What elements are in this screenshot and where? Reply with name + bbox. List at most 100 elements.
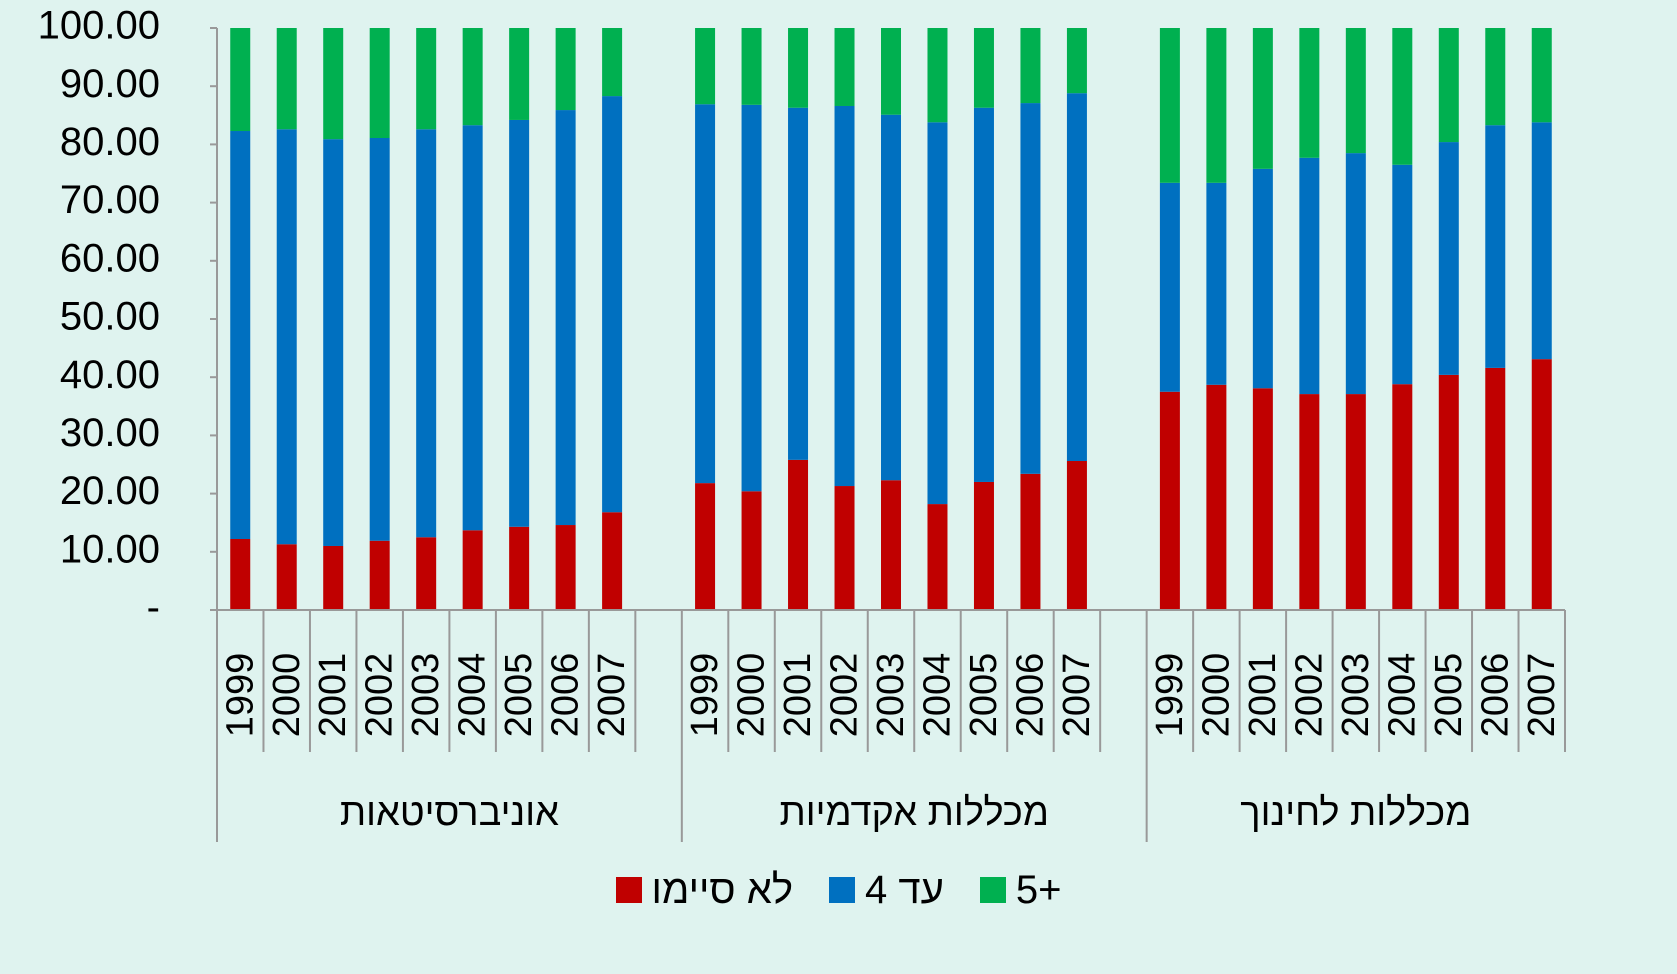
bar-segment bbox=[1206, 182, 1227, 385]
x-tick-label: 2007 bbox=[1521, 653, 1563, 738]
bar-segment bbox=[881, 114, 901, 481]
bar-segment bbox=[927, 504, 948, 610]
bar-segment bbox=[973, 107, 994, 482]
bar-segment bbox=[1299, 28, 1320, 158]
x-tick-label: 2003 bbox=[1335, 653, 1377, 738]
bar-segment bbox=[462, 28, 483, 126]
bar-segment bbox=[323, 139, 344, 546]
bar-segment bbox=[416, 28, 437, 130]
x-tick-label: 2002 bbox=[1288, 653, 1330, 738]
bar-segment bbox=[1531, 28, 1552, 123]
x-tick-label: 1999 bbox=[219, 653, 261, 738]
x-tick-label: 2003 bbox=[870, 653, 912, 738]
x-tick-label: 2001 bbox=[1242, 653, 1284, 738]
x-tick-label: 2006 bbox=[1474, 653, 1516, 738]
bar-segment bbox=[555, 110, 576, 526]
legend-item: עד 4 bbox=[829, 868, 944, 913]
x-tick-label: 2005 bbox=[498, 653, 540, 738]
bar-segment bbox=[1159, 28, 1180, 183]
bar-segment bbox=[369, 137, 390, 541]
bar-segment bbox=[695, 104, 716, 484]
bar-segment bbox=[230, 538, 251, 610]
bar-segment bbox=[369, 28, 390, 138]
bar-segment bbox=[973, 481, 994, 610]
bar-segment bbox=[1438, 142, 1459, 375]
x-tick-label: 2004 bbox=[1381, 653, 1423, 738]
x-tick-label: 2007 bbox=[1056, 653, 1098, 738]
bar-segment bbox=[1020, 103, 1041, 474]
y-tick-label: 40.00 bbox=[60, 353, 160, 397]
y-tick-label: 30.00 bbox=[60, 411, 160, 455]
bar-segment bbox=[602, 28, 623, 97]
bar-segment bbox=[509, 119, 530, 527]
group-label: מכללות אקדמיות bbox=[780, 792, 1049, 834]
y-tick-label: 10.00 bbox=[60, 527, 160, 571]
legend-item: לא סיימו bbox=[615, 867, 794, 913]
bar-segment bbox=[1066, 461, 1087, 610]
bar-segment bbox=[369, 540, 390, 610]
x-tick-label: 2005 bbox=[963, 653, 1005, 738]
bar-segment bbox=[834, 105, 855, 487]
y-tick-label: 50.00 bbox=[60, 295, 160, 339]
bar-segment bbox=[1345, 153, 1366, 395]
legend-label: לא סיימו bbox=[651, 867, 794, 912]
bar-segment bbox=[462, 530, 483, 610]
bar-segment bbox=[741, 491, 762, 610]
bar-segment bbox=[323, 28, 344, 140]
bar-segment bbox=[788, 28, 809, 108]
group-label: מכללות לחינוך bbox=[1240, 792, 1471, 834]
x-tick-label: 2006 bbox=[1009, 653, 1051, 738]
x-tick-label: 2003 bbox=[405, 653, 447, 738]
bar-segment bbox=[1392, 28, 1413, 165]
bar-segment bbox=[1206, 384, 1227, 610]
bar-segment bbox=[602, 96, 623, 513]
x-tick-label: 2000 bbox=[1195, 653, 1237, 738]
bar-segment bbox=[1252, 388, 1273, 610]
bar-segment bbox=[927, 122, 948, 505]
y-tick-label: - bbox=[147, 586, 160, 630]
x-tick-label: 2001 bbox=[312, 653, 354, 738]
legend: לא סיימו עד 4 5+ bbox=[0, 860, 1677, 920]
bar-segment bbox=[1531, 359, 1552, 610]
bar-segment bbox=[276, 28, 297, 130]
y-tick-label: 20.00 bbox=[60, 469, 160, 513]
bar-segment bbox=[1392, 164, 1413, 385]
bar-segment bbox=[973, 28, 994, 108]
bar-segment bbox=[1020, 28, 1041, 104]
bar-segment bbox=[1159, 391, 1180, 610]
x-tick-label: 2000 bbox=[731, 653, 773, 738]
bar-segment bbox=[602, 512, 623, 610]
bar-segment bbox=[927, 28, 948, 123]
bar-segment bbox=[276, 129, 297, 545]
bar-segment bbox=[1531, 122, 1552, 360]
y-tick-label: 60.00 bbox=[60, 236, 160, 280]
bar-segment bbox=[1485, 367, 1506, 610]
bar-segment bbox=[462, 125, 483, 531]
x-tick-label: 2006 bbox=[545, 653, 587, 738]
group-label: אוניברסיטאות bbox=[340, 792, 559, 834]
bar-segment bbox=[1252, 28, 1273, 169]
bar-segment bbox=[1299, 157, 1320, 395]
x-tick-label: 2002 bbox=[359, 653, 401, 738]
bar-segment bbox=[834, 28, 855, 106]
bar-segment bbox=[1020, 473, 1041, 610]
y-tick-label: 100.00 bbox=[38, 4, 160, 48]
bar-segment bbox=[555, 28, 576, 111]
bar-segment bbox=[509, 28, 530, 120]
bar-segment bbox=[276, 544, 297, 610]
y-tick-label: 70.00 bbox=[60, 178, 160, 222]
legend-item: 5+ bbox=[979, 868, 1061, 913]
bar-segment bbox=[788, 107, 809, 460]
x-tick-label: 2001 bbox=[777, 653, 819, 738]
bar-segment bbox=[1438, 374, 1459, 610]
bar-segment bbox=[1345, 28, 1366, 154]
x-tick-label: 2004 bbox=[917, 653, 959, 738]
bar-segment bbox=[881, 28, 901, 115]
x-tick-label: 2000 bbox=[266, 653, 308, 738]
legend-swatch bbox=[615, 877, 642, 903]
bar-segment bbox=[509, 526, 530, 610]
bar-segment bbox=[695, 28, 716, 105]
x-tick-label: 1999 bbox=[684, 653, 726, 738]
bar-segment bbox=[416, 537, 437, 610]
